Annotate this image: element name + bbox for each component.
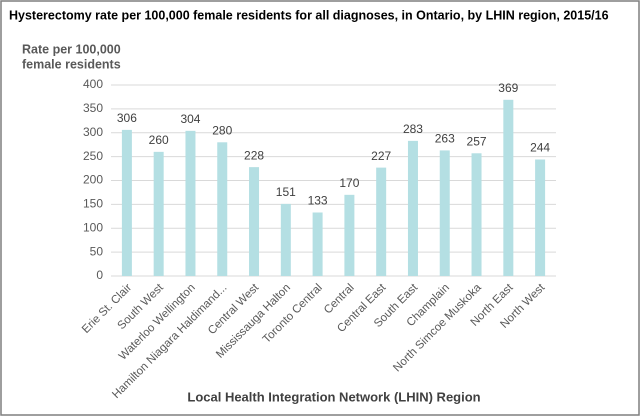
bar: [121, 129, 132, 276]
value-label: 260: [149, 133, 169, 147]
chart-title: Hysterectomy rate per 100,000 female res…: [9, 8, 609, 22]
y-tick-label: 0: [96, 268, 103, 282]
value-label: 244: [530, 141, 550, 155]
value-label: 306: [117, 111, 137, 125]
bar: [503, 99, 514, 277]
value-label: 151: [276, 185, 296, 199]
bar: [344, 194, 355, 276]
y-tick-label: 200: [83, 173, 103, 187]
bar: [312, 212, 323, 276]
y-tick-label: 300: [83, 125, 103, 139]
bar: [471, 153, 482, 276]
y-tick-label: 400: [83, 77, 103, 91]
value-label: 133: [308, 194, 328, 208]
value-label: 227: [371, 149, 391, 163]
value-label: 263: [435, 132, 455, 146]
x-axis-title: Local Health Integration Network (LHIN) …: [187, 389, 480, 404]
bar: [407, 140, 418, 276]
bar: [439, 150, 450, 276]
y-tick-label: 100: [83, 220, 103, 234]
value-label: 304: [180, 112, 200, 126]
value-label: 170: [339, 176, 359, 190]
bar: [153, 151, 164, 276]
value-label: 283: [403, 122, 423, 136]
value-label: 369: [498, 81, 518, 95]
value-label: 257: [467, 134, 487, 148]
bar: [280, 203, 291, 276]
bar: [249, 167, 260, 276]
y-tick-label: 250: [83, 149, 103, 163]
y-tick-label: 150: [83, 197, 103, 211]
y-axis-title: Rate per 100,000: [22, 42, 121, 56]
y-axis-title: female residents: [22, 57, 121, 71]
y-tick-label: 350: [83, 101, 103, 115]
y-tick-label: 50: [90, 244, 104, 258]
value-label: 228: [244, 148, 264, 162]
value-label: 280: [212, 123, 232, 137]
bar: [535, 159, 546, 276]
bar: [185, 130, 196, 276]
bar: [376, 167, 387, 276]
bar: [217, 142, 228, 276]
